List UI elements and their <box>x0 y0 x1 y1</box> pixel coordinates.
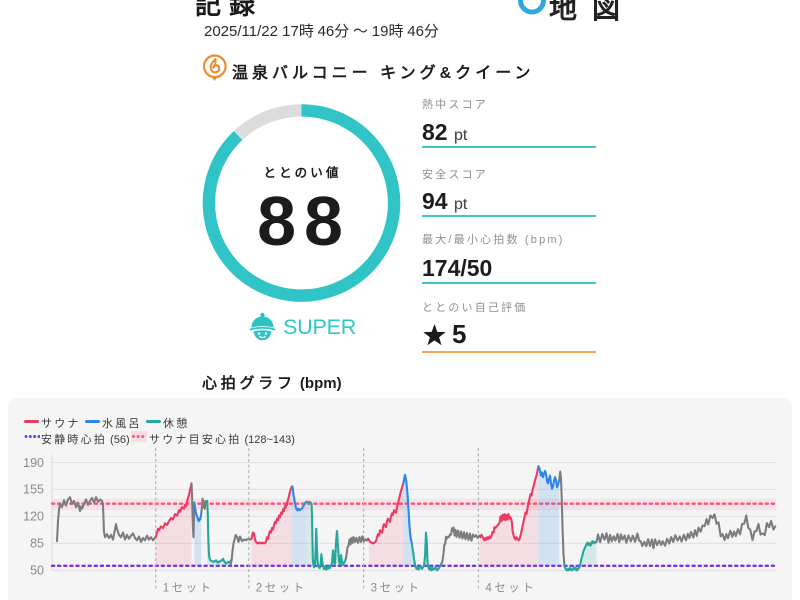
svg-text:155: 155 <box>23 483 44 497</box>
svg-text:190: 190 <box>23 456 44 470</box>
svg-text:50: 50 <box>30 564 44 578</box>
svg-text:1セット: 1セット <box>163 582 214 595</box>
svg-text:85: 85 <box>30 537 44 551</box>
svg-text:2セット: 2セット <box>256 582 307 595</box>
svg-text:120: 120 <box>23 510 44 524</box>
svg-text:3セット: 3セット <box>371 582 422 595</box>
svg-text:4セット: 4セット <box>485 582 536 595</box>
